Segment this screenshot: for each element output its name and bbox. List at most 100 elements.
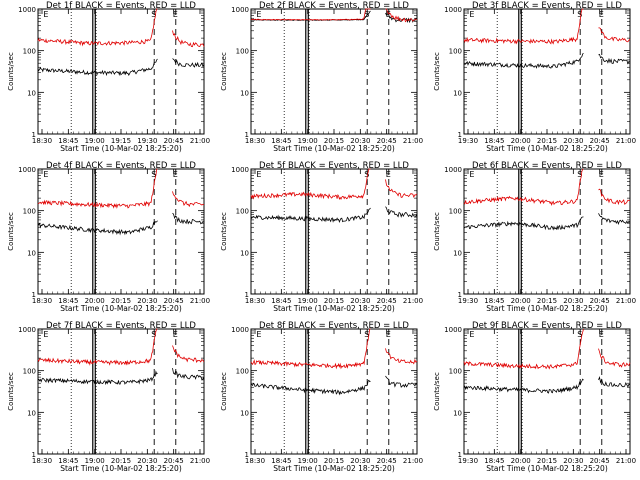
panel-title: Det 6f BLACK = Events, RED = LLD [472,161,622,171]
y-tick-label: 10 [27,89,36,97]
events-trace-post [385,206,418,218]
x-tick-label: 20:15 [111,297,131,305]
panel-title: Det 2f BLACK = Events, RED = LLD [259,1,409,11]
x-tick-label: 20:45 [590,137,610,145]
x-tick-label: 21:00 [403,457,423,465]
x-tick-label: 18:45 [271,137,291,145]
panel-title: Det 4f BLACK = Events, RED = LLD [46,161,196,171]
x-tick-label: 20:00 [511,457,531,465]
marker-letter: E [599,330,604,339]
panel-det-1: Det 1f BLACK = Events, RED = LLD 1 10 100 10… [7,1,210,153]
marker-letter: S [577,10,582,19]
marker-letter: E [469,330,474,339]
x-tick-label: 20:45 [164,137,184,145]
marker-letter: E [386,330,391,339]
lld-trace-post [598,27,631,43]
y-tick-label: 10 [453,89,462,97]
x-tick-label: 19:30 [458,457,478,465]
x-tick-label: 19:00 [85,457,105,465]
x-tick-label: 20:30 [350,137,370,145]
x-tick-label: 20:15 [537,297,557,305]
y-axis-label: Counts/sec [7,212,15,251]
panel-det-4: Det 4f BLACK = Events, RED = LLD 1 10 100 10… [7,161,210,313]
y-tick-label: 10 [240,409,249,417]
events-trace-post [598,376,631,388]
panel-det-9: Det 9f BLACK = Events, RED = LLD 1 10 100 10… [433,321,636,473]
marker-letter: E [599,10,604,19]
lld-trace [463,328,584,370]
y-axis-label: Counts/sec [7,372,15,411]
x-tick-label: 19:15 [111,137,131,145]
x-tick-label: 20:45 [590,457,610,465]
marker-letter: E [173,10,178,19]
panel-det-7: Det 7f BLACK = Events, RED = LLD 1 10 100 10… [7,321,210,473]
x-tick-label: 19:30 [458,137,478,145]
marker-letter: E [43,10,48,19]
marker-letter: S [577,330,582,339]
events-trace-post [172,368,205,380]
y-tick-label: 100 [23,48,36,56]
x-tick-label: 20:15 [324,457,344,465]
y-tick-label: 1 [32,451,36,459]
events-trace-post [172,58,205,68]
lld-trace-post [172,30,205,48]
y-tick-label: 1000 [444,166,462,174]
y-tick-label: 100 [236,368,249,376]
x-tick-label: 19:30 [137,137,157,145]
plot-frame [463,168,631,295]
marker-letter: E [469,170,474,179]
panel-det-6: Det 6f BLACK = Events, RED = LLD 1 10 100 10… [433,161,636,313]
x-tick-label: 21:00 [616,137,636,145]
events-trace-post [598,213,631,225]
y-tick-label: 1000 [444,326,462,334]
x-tick-label: 20:30 [350,297,370,305]
y-axis-label: Counts/sec [433,372,441,411]
panel-det-3: Det 3f BLACK = Events, RED = LLD 1 10 100 10… [433,1,636,153]
x-tick-label: 18:30 [32,137,52,145]
x-tick-label: 20:15 [537,457,557,465]
x-axis-label: Start Time (10-Mar-02 18:25:20) [60,144,182,153]
panel-det-8: Det 8f BLACK = Events, RED = LLD 1 10 100 10… [220,321,423,473]
marker-letter: E [173,170,178,179]
y-tick-label: 1000 [444,6,462,14]
plot-frame [250,8,418,135]
x-tick-label: 20:15 [324,137,344,145]
x-tick-label: 20:45 [377,137,397,145]
x-tick-label: 18:45 [271,297,291,305]
marker-letter: S [151,170,156,179]
marker-letter: E [173,330,178,339]
x-tick-label: 21:00 [190,297,210,305]
lld-trace-post [385,179,418,199]
x-tick-label: 18:45 [58,137,78,145]
lld-trace [250,328,371,370]
x-tick-label: 21:00 [616,297,636,305]
y-tick-label: 1 [32,291,36,299]
y-tick-label: 1000 [18,166,36,174]
panel-title: Det 8f BLACK = Events, RED = LLD [259,321,409,331]
x-tick-label: 18:30 [32,297,52,305]
marker-letter: E [256,330,261,339]
x-tick-label: 19:00 [298,457,318,465]
marker-letter: E [43,170,48,179]
panel-det-5: Det 5f BLACK = Events, RED = LLD 1 10 100 10… [220,161,423,313]
lld-trace-post [598,348,631,368]
y-tick-label: 10 [27,409,36,417]
y-tick-label: 1 [458,131,462,139]
events-trace [251,10,371,21]
plot-frame [250,168,418,295]
x-axis-label: Start Time (10-Mar-02 18:25:20) [60,304,182,313]
lld-trace-post [385,8,418,23]
y-tick-label: 100 [449,208,462,216]
y-axis-label: Counts/sec [433,212,441,251]
x-tick-label: 18:45 [484,137,504,145]
events-trace [250,379,371,396]
panel-title: Det 5f BLACK = Events, RED = LLD [259,161,409,171]
lld-trace [463,8,584,45]
lld-trace [250,8,371,21]
y-tick-label: 1 [245,291,249,299]
y-tick-label: 1 [245,131,249,139]
plot-frame [463,8,631,135]
events-trace [463,52,584,69]
panel-title: Det 9f BLACK = Events, RED = LLD [472,321,622,331]
marker-letter: E [43,330,48,339]
